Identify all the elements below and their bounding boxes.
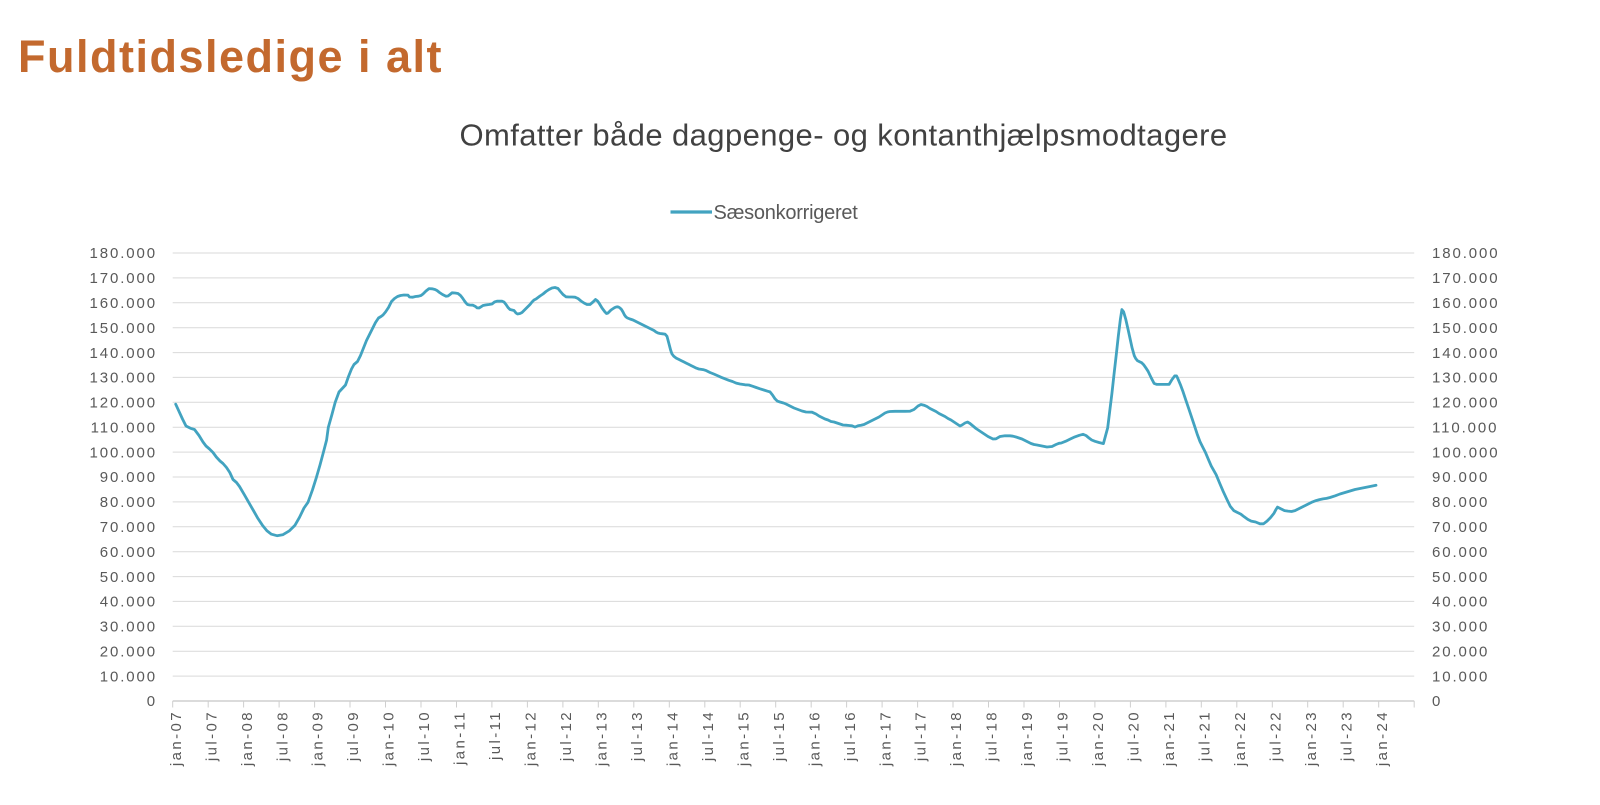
svg-text:40.000: 40.000: [100, 594, 157, 611]
svg-text:jan-14: jan-14: [664, 710, 681, 767]
svg-text:jan-09: jan-09: [310, 710, 327, 767]
svg-text:40.000: 40.000: [1432, 594, 1489, 611]
svg-text:jul-15: jul-15: [771, 710, 788, 762]
svg-text:170.000: 170.000: [1432, 270, 1500, 287]
svg-text:jul-16: jul-16: [842, 710, 859, 762]
svg-text:jul-14: jul-14: [700, 710, 717, 762]
svg-text:jul-10: jul-10: [416, 710, 433, 762]
svg-text:jan-10: jan-10: [381, 710, 398, 767]
svg-text:60.000: 60.000: [100, 544, 157, 561]
svg-text:60.000: 60.000: [1432, 544, 1489, 561]
svg-text:80.000: 80.000: [100, 494, 157, 511]
svg-text:jan-07: jan-07: [168, 710, 185, 767]
svg-text:jul-23: jul-23: [1338, 710, 1355, 762]
svg-text:120.000: 120.000: [1432, 395, 1500, 412]
svg-text:150.000: 150.000: [89, 320, 157, 337]
svg-text:70.000: 70.000: [100, 519, 157, 536]
svg-text:jan-12: jan-12: [523, 710, 540, 767]
svg-text:170.000: 170.000: [89, 270, 157, 287]
svg-text:0: 0: [147, 693, 157, 710]
svg-text:30.000: 30.000: [1432, 619, 1489, 636]
svg-text:jul-19: jul-19: [1055, 710, 1072, 762]
svg-text:jul-12: jul-12: [558, 710, 575, 762]
svg-text:jan-08: jan-08: [239, 710, 256, 767]
svg-text:jul-18: jul-18: [984, 710, 1001, 762]
svg-text:100.000: 100.000: [89, 444, 157, 461]
svg-text:jul-20: jul-20: [1126, 710, 1143, 762]
svg-text:jan-23: jan-23: [1303, 710, 1320, 767]
svg-text:120.000: 120.000: [89, 395, 157, 412]
svg-text:jul-11: jul-11: [487, 710, 504, 761]
svg-text:0: 0: [1432, 693, 1442, 710]
svg-text:Sæsonkorrigeret: Sæsonkorrigeret: [714, 202, 859, 224]
svg-text:jul-09: jul-09: [345, 710, 362, 762]
svg-text:160.000: 160.000: [1432, 295, 1500, 312]
svg-text:jul-17: jul-17: [913, 710, 930, 762]
svg-text:50.000: 50.000: [100, 569, 157, 586]
svg-text:jan-19: jan-19: [1019, 710, 1036, 767]
svg-text:30.000: 30.000: [100, 619, 157, 636]
svg-text:jan-15: jan-15: [735, 710, 752, 767]
svg-text:jan-13: jan-13: [594, 710, 611, 767]
svg-text:jan-17: jan-17: [877, 710, 894, 767]
svg-text:jan-24: jan-24: [1374, 710, 1391, 767]
svg-text:80.000: 80.000: [1432, 494, 1489, 511]
svg-text:180.000: 180.000: [89, 245, 157, 262]
svg-text:20.000: 20.000: [100, 643, 157, 660]
svg-text:110.000: 110.000: [1432, 419, 1498, 436]
svg-text:130.000: 130.000: [89, 370, 157, 387]
svg-text:jan-18: jan-18: [948, 710, 965, 767]
svg-text:140.000: 140.000: [1432, 345, 1500, 362]
svg-text:jul-08: jul-08: [274, 710, 291, 762]
svg-text:180.000: 180.000: [1432, 245, 1500, 262]
svg-text:jan-11: jan-11: [452, 710, 469, 766]
svg-text:90.000: 90.000: [1432, 469, 1489, 486]
svg-text:90.000: 90.000: [100, 469, 157, 486]
svg-text:70.000: 70.000: [1432, 519, 1489, 536]
svg-text:jan-20: jan-20: [1090, 710, 1107, 767]
svg-text:jan-22: jan-22: [1232, 710, 1249, 767]
svg-text:100.000: 100.000: [1432, 444, 1500, 461]
svg-text:jan-16: jan-16: [806, 710, 823, 767]
svg-text:110.000: 110.000: [91, 419, 157, 436]
svg-text:50.000: 50.000: [1432, 569, 1489, 586]
svg-text:jul-21: jul-21: [1197, 710, 1214, 762]
svg-text:Omfatter både dagpenge- og kon: Omfatter både dagpenge- og kontanthjælps…: [459, 118, 1227, 153]
svg-text:jul-07: jul-07: [203, 710, 220, 762]
svg-text:150.000: 150.000: [1432, 320, 1500, 337]
svg-text:140.000: 140.000: [89, 345, 157, 362]
svg-text:10.000: 10.000: [100, 668, 157, 685]
svg-text:jul-13: jul-13: [629, 710, 646, 762]
svg-text:10.000: 10.000: [1432, 668, 1489, 685]
svg-text:20.000: 20.000: [1432, 643, 1489, 660]
svg-text:160.000: 160.000: [89, 295, 157, 312]
svg-text:jul-22: jul-22: [1267, 710, 1284, 762]
svg-text:jan-21: jan-21: [1161, 710, 1178, 767]
svg-text:130.000: 130.000: [1432, 370, 1500, 387]
